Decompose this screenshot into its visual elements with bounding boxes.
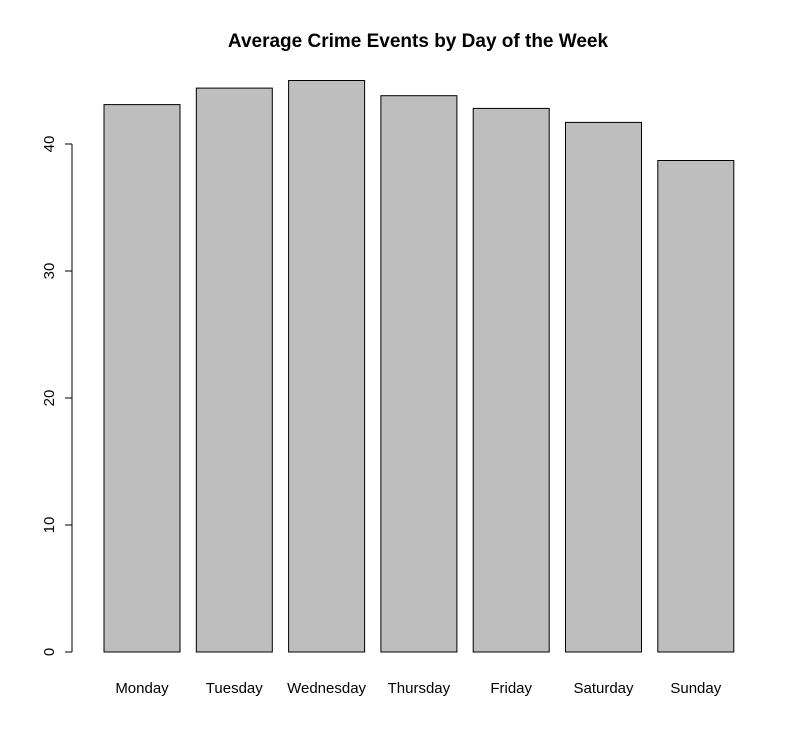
y-tick-label-20: 20 [41, 390, 58, 407]
x-tick-label-sunday: Sunday [670, 680, 721, 697]
bar-wednesday [288, 80, 366, 653]
bar-monday [103, 104, 181, 653]
bar-saturday [565, 121, 642, 653]
bar-friday [472, 107, 550, 653]
bars-group [103, 80, 735, 653]
x-tick-labels: Monday Tuesday Wednesday Thursday Friday Satu… [115, 680, 721, 697]
y-tick-label-10: 10 [41, 517, 58, 534]
x-tick-label-thursday: Thursday [388, 680, 451, 697]
x-tick-label-tuesday: Tuesday [206, 680, 263, 697]
x-tick-label-friday: Friday [490, 680, 532, 697]
y-axis: 0 10 20 30 40 [41, 136, 73, 656]
bar-tuesday [195, 87, 273, 653]
x-tick-label-saturday: Saturday [573, 680, 634, 697]
x-tick-label-wednesday: Wednesday [287, 680, 366, 697]
y-tick-label-40: 40 [41, 136, 58, 153]
chart-title: Average Crime Events by Day of the Week [228, 31, 609, 52]
y-tick-label-30: 30 [41, 263, 58, 280]
bar-thursday [380, 95, 458, 653]
y-tick-label-0: 0 [41, 648, 58, 656]
bar-sunday [657, 160, 735, 653]
x-tick-label-monday: Monday [115, 680, 169, 697]
